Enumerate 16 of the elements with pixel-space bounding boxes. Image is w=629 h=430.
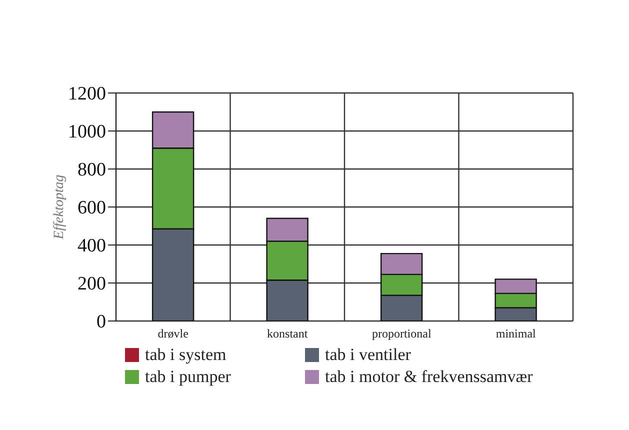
y-tick-label: 0: [96, 312, 106, 333]
x-tick-label: konstant: [267, 326, 308, 341]
legend-label: tab i ventiler: [325, 345, 411, 365]
y-tick-label: 800: [78, 160, 106, 181]
legend-label: tab i pumper: [145, 367, 231, 387]
y-tick-label: 600: [78, 198, 106, 219]
x-tick-label: drøvle: [158, 326, 188, 341]
y-tick-label: 400: [78, 236, 106, 257]
x-tick-label: minimal: [496, 326, 537, 341]
y-tick-label: 1200: [68, 84, 106, 105]
y-tick-label: 1000: [68, 122, 106, 143]
x-tick-label: proportional: [372, 326, 432, 341]
legend-label: tab i system: [145, 345, 226, 365]
y-tick-label: 200: [78, 274, 106, 295]
legend-label: tab i motor & frekvenssamvær: [325, 367, 533, 387]
y-axis-title: Effektoptag: [52, 174, 67, 240]
